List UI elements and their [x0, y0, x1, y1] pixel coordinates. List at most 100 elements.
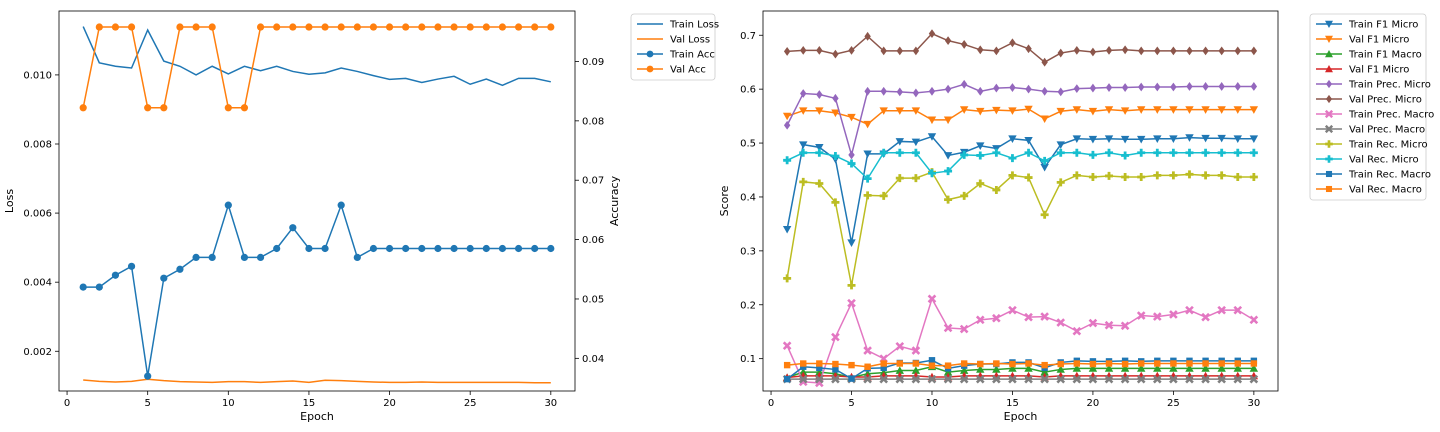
data-point-val-prec-micro — [977, 45, 984, 55]
legend-item-val-rec-micro: Val Rec. Micro — [1316, 155, 1419, 166]
data-point-train-acc — [385, 244, 394, 253]
data-point-val-prec-macro — [863, 374, 872, 384]
legend-item-val-prec-micro: Val Prec. Micro — [1316, 95, 1422, 106]
y-tick-label: 0.006 — [23, 209, 52, 220]
data-point-val-rec-micro — [992, 148, 1001, 157]
x-tick-label: 15 — [303, 398, 316, 409]
data-point-train-acc — [547, 244, 555, 253]
data-point-val-f1-micro — [1233, 106, 1242, 114]
data-point-train-acc — [256, 253, 265, 262]
data-point-train-prec-macro — [1201, 312, 1210, 322]
y2-tick-label: 0.04 — [582, 354, 604, 365]
data-point-train-acc — [273, 244, 281, 253]
data-point-val-f1-micro — [911, 107, 921, 115]
legend-marker — [1325, 65, 1333, 73]
plot-frame — [58, 10, 576, 392]
data-point-val-rec-micro — [1217, 148, 1226, 157]
data-point-val-f1-micro — [831, 109, 840, 118]
data-point-val-rec-micro — [1056, 148, 1065, 157]
data-point-train-rec-micro — [863, 191, 872, 200]
data-point-val-rec-micro — [879, 148, 888, 157]
data-point-train-f1-macro — [1088, 364, 1098, 372]
y2-tick-label: 0.06 — [582, 235, 604, 246]
data-point-val-acc — [127, 23, 136, 31]
y2-tick-label: 0.08 — [582, 116, 604, 127]
data-point-train-acc — [144, 372, 152, 380]
data-point-train-prec-micro — [1073, 84, 1081, 94]
data-point-train-acc — [531, 244, 539, 253]
data-point-train-f1-micro — [1072, 135, 1082, 143]
data-point-train-prec-macro — [1249, 315, 1259, 325]
data-point-train-prec-micro — [816, 90, 823, 99]
data-point-val-prec-macro — [1249, 374, 1259, 384]
y-tick-label: 0.7 — [740, 31, 756, 42]
data-point-val-f1-micro — [959, 106, 969, 114]
legend-marker — [1325, 155, 1333, 163]
data-point-val-acc — [482, 23, 490, 31]
y-tick-label: 0.008 — [23, 140, 52, 151]
data-point-train-prec-macro — [863, 346, 872, 355]
data-point-train-acc — [353, 253, 361, 262]
series-line-train-rec-micro — [786, 171, 1254, 286]
data-point-val-prec-micro — [896, 46, 903, 56]
series-val-prec-micro — [783, 29, 1258, 67]
data-point-val-prec-micro — [1234, 46, 1241, 56]
y-tick-label: 0.5 — [740, 139, 756, 150]
y-tick-label: 0.3 — [740, 246, 756, 257]
data-point-val-rec-macro — [816, 360, 823, 367]
data-point-train-prec-micro — [1154, 82, 1161, 92]
data-point-train-acc — [224, 201, 232, 209]
data-point-train-f1-macro — [1104, 364, 1114, 372]
legend-label: Val F1 Micro — [1349, 35, 1409, 46]
data-point-train-prec-macro — [927, 294, 937, 304]
data-point-train-prec-micro — [880, 86, 887, 96]
data-point-val-rec-macro — [1057, 360, 1064, 368]
data-point-val-rec-micro — [1185, 148, 1194, 157]
data-point-train-rec-micro — [960, 191, 969, 200]
data-point-train-f1-micro — [1008, 135, 1017, 143]
data-point-train-rec-micro — [847, 281, 856, 290]
x-tick-label: 0 — [768, 398, 774, 409]
legend-marker — [646, 50, 654, 58]
data-point-val-rec-micro — [1169, 148, 1178, 157]
data-point-train-rec-macro — [800, 363, 807, 370]
legend-label: Train F1 Micro — [1348, 20, 1418, 31]
data-point-val-prec-micro — [832, 49, 839, 59]
legend-item-val-rec-macro: Val Rec. Macro — [1316, 185, 1422, 196]
data-point-train-prec-macro — [1072, 326, 1082, 336]
data-point-train-f1-micro — [815, 144, 824, 152]
legend-marker — [1324, 109, 1334, 119]
data-point-val-prec-micro — [1202, 46, 1209, 56]
legend-item-train-acc: Train Acc — [637, 50, 715, 61]
data-point-train-rec-micro — [1040, 210, 1049, 219]
data-point-val-f1-micro — [1104, 106, 1114, 114]
data-point-train-rec-micro — [992, 185, 1001, 194]
legend-marker — [1325, 140, 1333, 148]
legend-label: Train Rec. Micro — [1348, 140, 1428, 151]
data-point-val-prec-macro — [879, 374, 889, 384]
data-point-val-prec-micro — [864, 31, 871, 41]
data-point-train-acc — [402, 244, 410, 253]
data-point-train-acc — [79, 283, 87, 291]
y-axis-label: Loss — [3, 189, 16, 213]
data-point-val-prec-macro — [927, 374, 937, 384]
data-point-train-prec-micro — [864, 86, 871, 96]
data-point-train-acc — [434, 244, 442, 253]
data-point-val-acc — [273, 23, 281, 31]
data-point-val-f1-micro — [1024, 105, 1033, 114]
series-val-rec-micro — [783, 148, 1258, 183]
data-point-train-prec-macro — [1024, 312, 1033, 322]
legend-item-val-f1-micro: Val F1 Micro — [1316, 35, 1409, 46]
data-point-train-rec-micro — [1056, 178, 1065, 187]
data-point-train-rec-macro — [816, 364, 823, 372]
data-point-val-prec-micro — [800, 45, 807, 55]
data-point-val-f1-micro — [1072, 106, 1082, 114]
data-point-train-rec-macro — [880, 364, 887, 372]
y2-tick-label: 0.09 — [582, 57, 604, 68]
data-point-train-f1-micro — [1169, 135, 1178, 143]
data-point-train-prec-macro — [1056, 318, 1066, 327]
legend-label: Val Rec. Micro — [1349, 155, 1419, 166]
data-point-val-prec-micro — [783, 47, 791, 56]
data-point-val-rec-micro — [960, 150, 969, 159]
data-point-train-rec-micro — [783, 274, 792, 283]
